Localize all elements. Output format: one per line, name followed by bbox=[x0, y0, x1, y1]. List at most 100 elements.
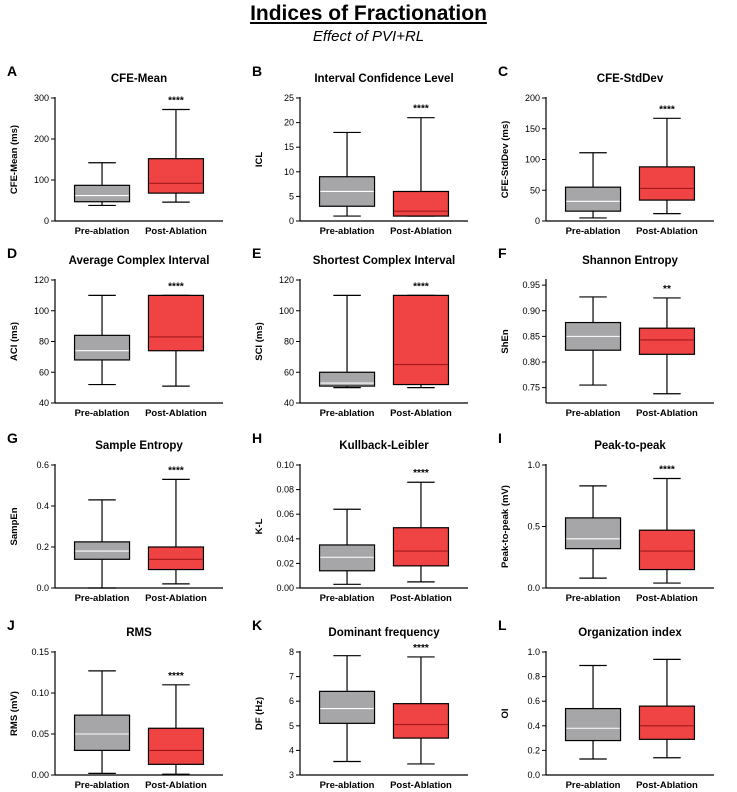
post-ablation-box bbox=[638, 117, 696, 215]
y-tick-label: 6 bbox=[289, 696, 294, 706]
category-label: Post-Ablation bbox=[390, 226, 452, 237]
category-label: Pre-ablation bbox=[566, 408, 621, 419]
iqr-box bbox=[73, 714, 131, 752]
pre-ablation-box bbox=[318, 655, 376, 763]
pre-ablation-box bbox=[73, 499, 131, 589]
y-axis-label: SampEn bbox=[9, 507, 20, 545]
post-ablation-box bbox=[147, 294, 205, 387]
y-tick-label: 0.90 bbox=[522, 306, 540, 316]
y-tick-label: 100 bbox=[34, 306, 49, 316]
pre-ablation-box bbox=[73, 162, 131, 207]
y-tick-label: 0.8 bbox=[527, 672, 540, 682]
y-axis-label: SCI (ms) bbox=[254, 322, 265, 361]
y-tick-label: 60 bbox=[39, 367, 49, 377]
panel-f: F Shannon Entropy ShEn 0.75 0.80 0.85 0.90 0.95… bbox=[498, 245, 714, 419]
category-label: Post-Ablation bbox=[636, 226, 698, 237]
y-tick-label: 100 bbox=[34, 175, 49, 185]
iqr-box bbox=[73, 334, 131, 361]
y-tick-label: 0.0 bbox=[36, 583, 49, 593]
y-tick-label: 0.06 bbox=[276, 509, 294, 519]
post-ablation-box bbox=[638, 297, 696, 395]
iqr-box bbox=[638, 705, 696, 740]
panel-title: Organization index bbox=[578, 627, 682, 639]
iqr-box bbox=[73, 184, 131, 203]
y-tick-label: 0.10 bbox=[276, 460, 294, 470]
panel-i: I Peak-to-peak Peak-to-peak (mV) 0.0 0.5 1.0 P… bbox=[498, 430, 714, 604]
iqr-box bbox=[392, 703, 450, 739]
y-tick-label: 0.02 bbox=[276, 558, 294, 568]
iqr-box bbox=[318, 371, 376, 387]
iqr-box bbox=[564, 186, 622, 212]
y-axis-label: DF (Hz) bbox=[254, 697, 265, 730]
panel-letter: E bbox=[252, 245, 261, 261]
y-tick-label: 1.0 bbox=[527, 460, 540, 470]
y-tick-label: 15 bbox=[284, 142, 294, 152]
y-tick-label: 1.0 bbox=[527, 647, 540, 657]
panel-a: A CFE-Mean CFE-Mean (ms) 0 100 200 300 Pre-abla… bbox=[7, 63, 223, 237]
panel-l: L Organization index OI 0.0 0.2 0.4 0.6 0.8 1.0 P… bbox=[498, 617, 714, 791]
significance-marker: **** bbox=[168, 95, 184, 106]
iqr-box bbox=[392, 190, 450, 217]
post-ablation-box bbox=[147, 684, 205, 775]
y-tick-label: 0 bbox=[44, 216, 49, 226]
y-tick-label: 0.00 bbox=[276, 583, 294, 593]
iqr-box bbox=[564, 707, 622, 742]
panel-d: D Average Complex Interval ACI (ms) 40 60 80 1… bbox=[7, 245, 223, 419]
pre-ablation-box bbox=[564, 485, 622, 579]
y-tick-label: 0.85 bbox=[522, 331, 540, 341]
iqr-box bbox=[392, 527, 450, 567]
iqr-box bbox=[638, 327, 696, 355]
panel-letter: I bbox=[498, 430, 502, 446]
panel-letter: G bbox=[7, 430, 18, 446]
y-tick-label: 0.2 bbox=[36, 542, 49, 552]
category-label: Post-Ablation bbox=[636, 408, 698, 419]
y-tick-label: 100 bbox=[525, 155, 540, 165]
figure-subtitle: Effect of PVI+RL bbox=[312, 28, 425, 45]
iqr-box bbox=[147, 546, 205, 571]
y-axis-label: ICL bbox=[254, 152, 265, 168]
iqr-box bbox=[638, 529, 696, 571]
y-tick-label: 5 bbox=[289, 191, 294, 201]
y-tick-label: 100 bbox=[279, 306, 294, 316]
category-label: Post-Ablation bbox=[145, 226, 207, 237]
iqr-box bbox=[318, 690, 376, 724]
panel-title: CFE-Mean bbox=[111, 73, 167, 85]
category-label: Pre-ablation bbox=[320, 226, 375, 237]
y-axis-label: RMS (mV) bbox=[9, 691, 20, 736]
y-axis-label: ShEn bbox=[500, 329, 511, 353]
y-tick-label: 0.75 bbox=[522, 383, 540, 393]
y-tick-label: 200 bbox=[34, 134, 49, 144]
y-tick-label: 80 bbox=[284, 337, 294, 347]
y-tick-label: 8 bbox=[289, 647, 294, 657]
post-ablation-box bbox=[392, 481, 450, 583]
y-tick-label: 0.6 bbox=[36, 460, 49, 470]
y-tick-label: 0.15 bbox=[31, 647, 49, 657]
y-tick-label: 40 bbox=[39, 398, 49, 408]
y-axis-label: OI bbox=[500, 708, 511, 718]
pre-ablation-box bbox=[73, 670, 131, 774]
pre-ablation-box bbox=[564, 152, 622, 219]
category-label: Post-Ablation bbox=[390, 780, 452, 791]
post-ablation-box bbox=[147, 478, 205, 585]
panel-letter: L bbox=[498, 617, 507, 633]
panel-letter: A bbox=[7, 63, 17, 79]
post-ablation-box bbox=[638, 658, 696, 759]
panel-letter: H bbox=[252, 430, 262, 446]
pre-ablation-box bbox=[318, 508, 376, 585]
y-tick-label: 0.2 bbox=[527, 745, 540, 755]
y-tick-label: 3 bbox=[289, 770, 294, 780]
y-axis-label: CFE-StdDev (ms) bbox=[500, 121, 511, 199]
iqr-box bbox=[564, 517, 622, 550]
iqr-box bbox=[392, 294, 450, 386]
significance-marker: **** bbox=[413, 281, 429, 292]
y-tick-label: 5 bbox=[289, 721, 294, 731]
category-label: Post-Ablation bbox=[390, 408, 452, 419]
post-ablation-box bbox=[147, 108, 205, 203]
category-label: Post-Ablation bbox=[145, 593, 207, 604]
significance-marker: ** bbox=[663, 284, 671, 295]
panel-title: CFE-StdDev bbox=[597, 73, 664, 85]
category-label: Pre-ablation bbox=[75, 780, 130, 791]
panel-letter: J bbox=[7, 617, 15, 633]
y-tick-label: 0.4 bbox=[36, 501, 49, 511]
pre-ablation-box bbox=[318, 131, 376, 217]
